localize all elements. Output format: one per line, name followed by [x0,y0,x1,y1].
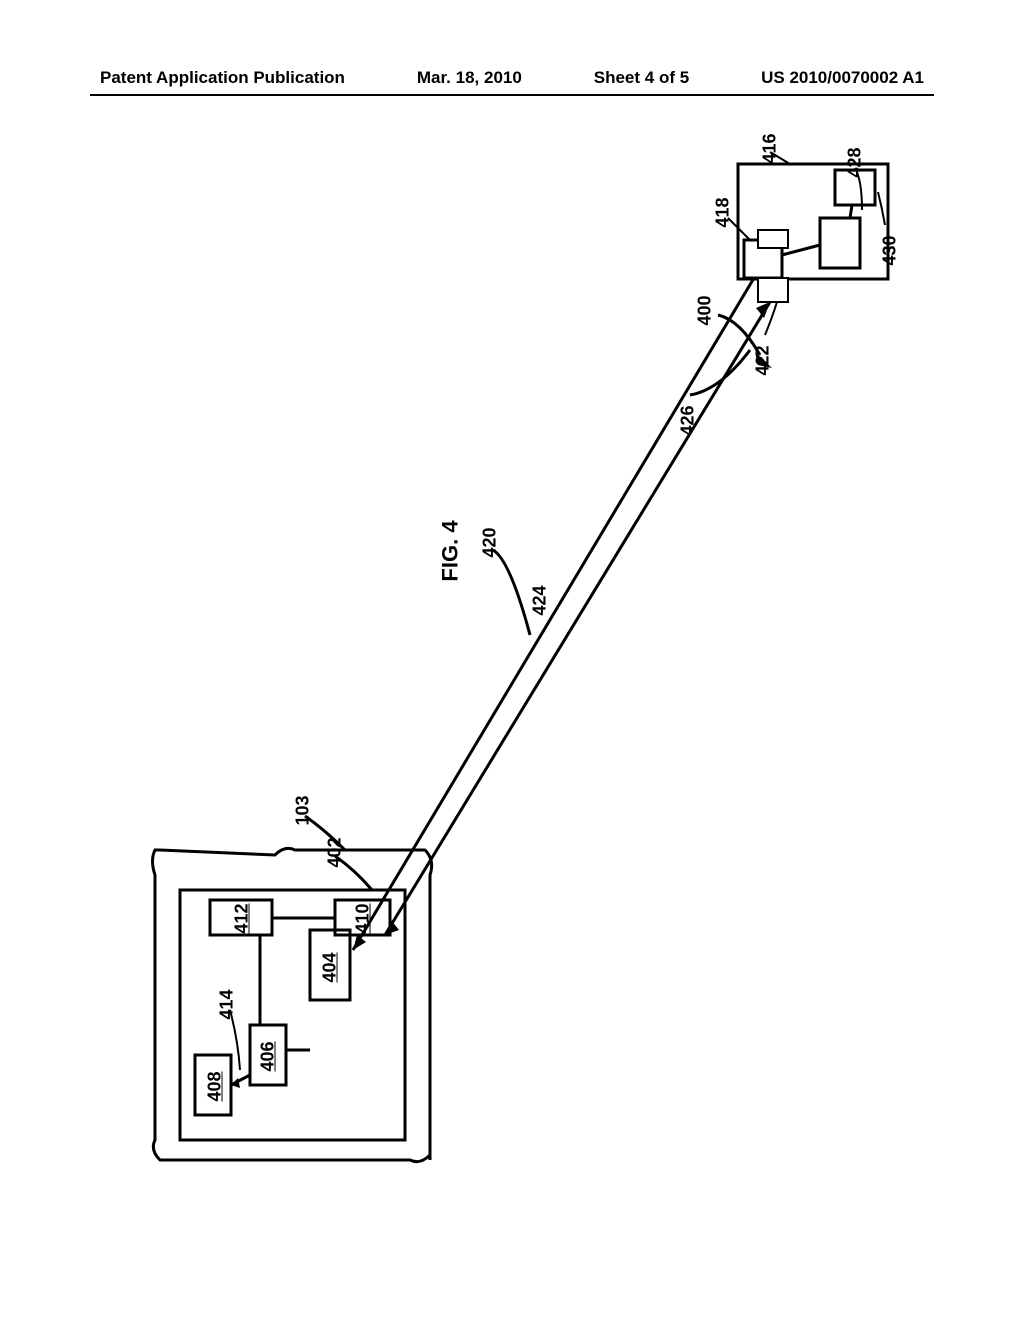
ref-414: 414 [217,989,238,1019]
ref-404: 404 [320,952,341,982]
ref-402: 402 [325,837,346,867]
ref-428: 428 [845,147,866,177]
ref-422: 422 [753,345,774,375]
arrow-424-line [385,302,770,935]
arrow-424-head-l [385,920,399,935]
box-418b [758,230,788,248]
pub-label: Patent Application Publication [100,68,345,88]
leader-430 [878,192,885,225]
figure-container: FIG. 4 [100,130,920,1170]
pub-number: US 2010/0070002 A1 [761,68,924,88]
ref-424: 424 [530,585,551,615]
arrow-420-line [353,278,754,950]
header-rule [90,94,934,96]
ref-406: 406 [258,1041,279,1071]
ref-400: 400 [695,295,716,325]
ref-410: 410 [353,903,374,933]
ref-420: 420 [480,527,501,557]
ref-426: 426 [678,405,699,435]
arrow-420-head [353,935,366,950]
conn-428-430 [850,205,852,218]
ref-412: 412 [232,903,253,933]
pub-date: Mar. 18, 2010 [417,68,522,88]
ref-408: 408 [205,1071,226,1101]
ref-103: 103 [293,795,314,825]
arrow-424-head-r [756,302,770,318]
box-422 [758,278,788,302]
box-428 [820,218,860,268]
sheet-label: Sheet 4 of 5 [594,68,689,88]
ref-416: 416 [760,133,781,163]
ref-418: 418 [713,197,734,227]
box-416 [738,164,888,279]
ref-430: 430 [880,235,901,265]
leader-420 [493,550,530,635]
